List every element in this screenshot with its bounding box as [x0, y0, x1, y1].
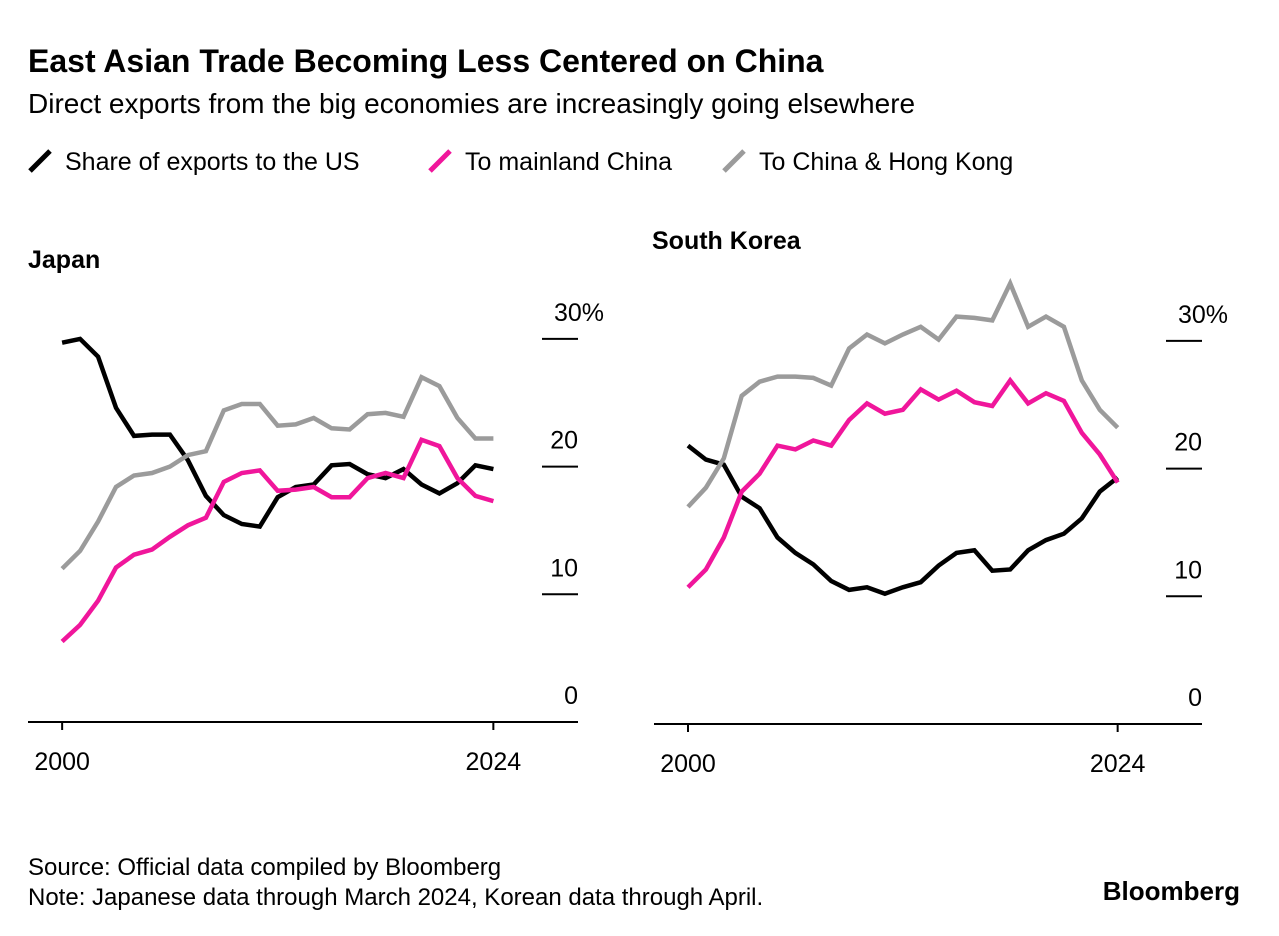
x-tick-label: 2000: [34, 748, 90, 776]
y-tick-label: 10: [1174, 556, 1202, 584]
y-tick-label: 20: [550, 427, 578, 455]
legend-label: To China & Hong Kong: [759, 148, 1013, 176]
x-tick-label: 2000: [660, 750, 716, 778]
x-tick-label: 2024: [466, 748, 522, 776]
y-tick-label: 0: [1188, 684, 1202, 712]
panel-title: Japan: [28, 246, 100, 274]
legend: Share of exports to the US To mainland Ch…: [28, 148, 1013, 176]
series-line: [686, 376, 1120, 589]
panel-title: South Korea: [652, 227, 802, 255]
logo: Bloomberg: [1103, 876, 1240, 906]
panel: South Korea 0 10 20 30% 2000 2024: [652, 227, 1228, 778]
note: Note: Japanese data through March 2024, …: [28, 884, 763, 911]
subtitle: Direct exports from the big economies ar…: [28, 88, 915, 119]
y-tick-label: 20: [1174, 429, 1202, 457]
y-tick-label: 30%: [1178, 301, 1228, 329]
source: Source: Official data compiled by Bloomb…: [28, 854, 501, 881]
legend-label: To mainland China: [465, 148, 672, 176]
series-line: [686, 277, 1120, 509]
legend-swatch: [28, 149, 52, 173]
legend-swatch: [428, 149, 452, 173]
legend-label: Share of exports to the US: [65, 148, 360, 176]
series-line: [60, 374, 494, 571]
title: East Asian Trade Becoming Less Centered …: [28, 43, 824, 79]
y-tick-label: 30%: [554, 299, 604, 327]
x-tick-label: 2024: [1090, 750, 1146, 778]
y-tick-label: 0: [564, 682, 578, 710]
series-line: [686, 443, 1120, 597]
panel: Japan 0 10 20 30% 2000 2024: [28, 246, 604, 776]
series-line: [61, 336, 494, 530]
series-line: [60, 437, 495, 644]
legend-swatch: [722, 149, 746, 173]
y-tick-label: 10: [550, 554, 578, 582]
